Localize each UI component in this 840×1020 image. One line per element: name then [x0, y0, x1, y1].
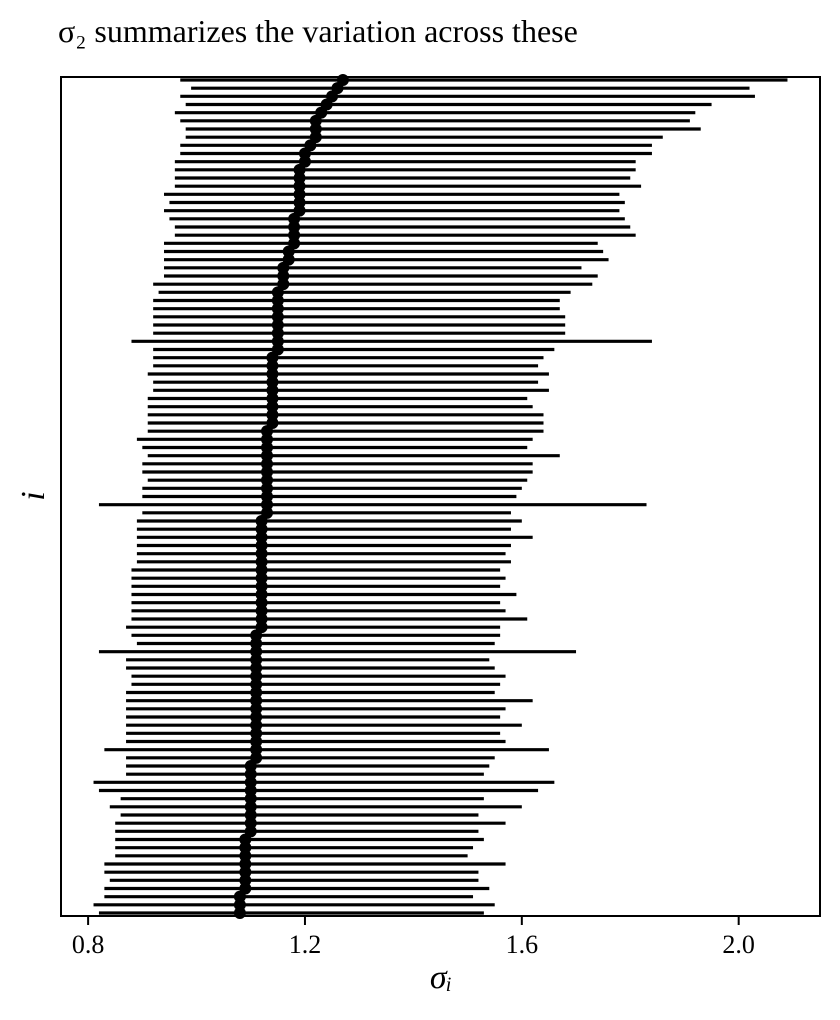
x-tick-label: 1.2	[289, 930, 322, 959]
x-axis-ticks: 0.8 1.2 1.6 2.0	[72, 916, 755, 959]
chart-title: σ₂ summarizes the variation across these	[58, 13, 578, 49]
plot-frame	[60, 76, 821, 917]
interval-layer	[93, 78, 788, 915]
median-layer	[233, 74, 349, 919]
x-tick-label: 2.0	[722, 930, 755, 959]
x-tick-label: 1.6	[506, 930, 539, 959]
x-axis-label: σᵢ	[430, 959, 452, 996]
x-tick-label: 0.8	[72, 930, 105, 959]
median-point	[336, 74, 349, 86]
y-axis-label: i	[15, 491, 52, 500]
